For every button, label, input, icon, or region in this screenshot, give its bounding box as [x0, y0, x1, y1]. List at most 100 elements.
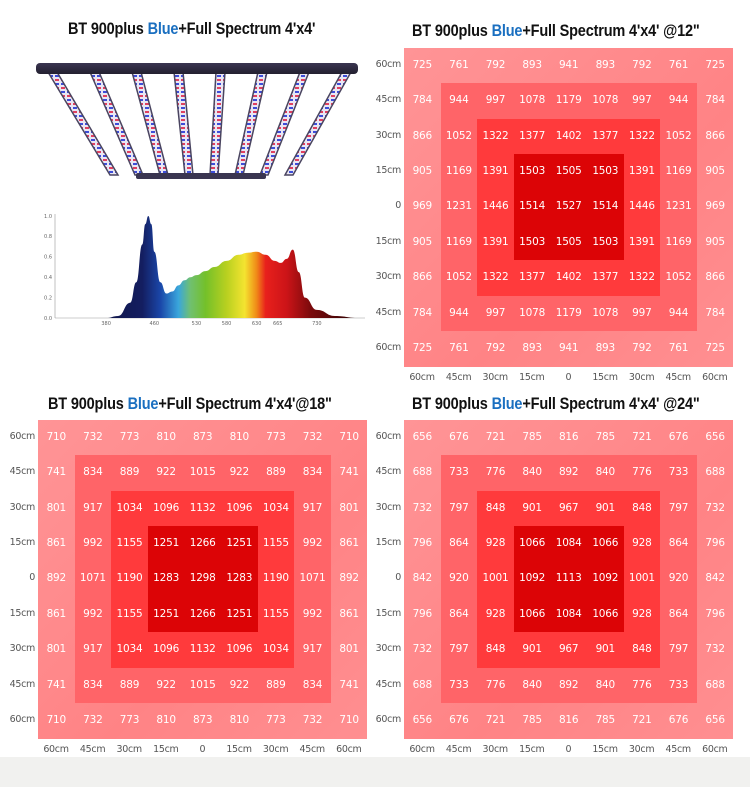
heatmap-cell: 1251 — [226, 607, 253, 620]
heatmap-cell: 1266 — [189, 536, 216, 549]
title-suffix: +Full Spectrum 4'x4' @12" — [522, 22, 700, 40]
heatmap-cell: 892 — [339, 572, 359, 585]
heatmap-cell: 797 — [449, 643, 469, 656]
heatmap-cell: 785 — [522, 430, 542, 443]
heatmap-cell: 917 — [83, 501, 103, 514]
heatmap-cell: 1322 — [482, 271, 509, 284]
heatmap-cell: 893 — [522, 341, 542, 354]
row-label: 45cm — [9, 466, 36, 478]
row-label: 30cm — [375, 643, 402, 655]
heatmap-cell: 761 — [668, 58, 689, 71]
x-tick-label: 665 — [273, 321, 283, 327]
title-suffix: +Full Spectrum 4'x4' @24" — [522, 395, 700, 413]
heatmap-cell: 1322 — [628, 271, 655, 284]
led-bar — [88, 71, 145, 176]
heatmap-cell: 1034 — [116, 643, 143, 656]
heatmap-cell: 1052 — [665, 271, 692, 284]
heatmap-cell: 969 — [412, 200, 433, 213]
fixture-bars — [46, 71, 353, 176]
heatmap-cell: 848 — [632, 501, 652, 514]
heatmap-cell: 1066 — [592, 536, 619, 549]
heatmap-cell: 840 — [522, 466, 542, 479]
heatmap-cell: 796 — [705, 607, 725, 620]
heatmap-cell: 905 — [705, 235, 725, 248]
product-title: BT 900plus Blue+Full Spectrum 4'x4' — [68, 20, 315, 39]
x-tick-label: 630 — [252, 321, 262, 327]
heatmap-cell: 893 — [595, 58, 616, 71]
heatmap-cell: 901 — [522, 643, 542, 656]
heatmap-cell: 656 — [412, 713, 433, 726]
heatmap-cell: 792 — [632, 58, 652, 71]
heatmap-cell: 1514 — [592, 200, 619, 213]
heatmap-cell: 840 — [522, 678, 542, 691]
heatmap-cell: 710 — [339, 430, 359, 443]
heatmap-cell: 944 — [449, 306, 469, 319]
heatmap-cell: 1190 — [116, 572, 143, 585]
led-bar — [46, 71, 120, 176]
heatmap-cell: 732 — [83, 713, 103, 726]
row-label: 60cm — [9, 430, 36, 442]
x-tick-label: 380 — [101, 321, 111, 327]
heatmap-cell: 1084 — [555, 536, 582, 549]
heatmap-cell: 1514 — [519, 200, 546, 213]
heatmap-cell: 1283 — [226, 572, 253, 585]
column-label: 45cm — [665, 371, 692, 383]
heatmap-cell: 1092 — [519, 572, 546, 585]
heatmap-cell: 710 — [46, 430, 67, 443]
heatmap-cell: 784 — [705, 94, 725, 107]
heatmap-cell: 1377 — [519, 129, 546, 142]
led-bar — [234, 71, 268, 176]
heatmap-cell: 834 — [302, 466, 323, 479]
heatmap-cell: 688 — [412, 466, 433, 479]
spectrum-area — [106, 216, 359, 318]
row-label: 15cm — [375, 235, 402, 247]
column-label: 60cm — [43, 743, 69, 755]
heatmap-cell: 861 — [46, 536, 67, 549]
heatmap-cell: 889 — [119, 466, 140, 479]
heatmap-cell: 892 — [558, 678, 579, 691]
heatmap-cell: 761 — [668, 341, 689, 354]
heatmap-cell: 656 — [705, 713, 725, 726]
heatmap-cell: 997 — [485, 94, 506, 107]
column-label: 30cm — [116, 743, 143, 755]
heatmap-cell: 741 — [339, 466, 359, 479]
heatmap-cell: 848 — [485, 643, 506, 656]
heatmap-cell: 1298 — [189, 572, 216, 585]
heatmap-cell: 873 — [192, 430, 213, 443]
heatmap-cell: 893 — [522, 58, 542, 71]
title-highlight: Blue — [491, 22, 523, 40]
heatmap-cell: 901 — [595, 501, 616, 514]
row-label: 30cm — [375, 501, 402, 513]
heatmap-cell: 1446 — [628, 200, 655, 213]
heatmap-cell: 992 — [83, 536, 103, 549]
heatmap-cell: 922 — [156, 678, 176, 691]
heatmap-cell: 776 — [632, 466, 652, 479]
row-label: 45cm — [375, 306, 402, 318]
heatmap-cell: 944 — [668, 306, 689, 319]
heatmap-cell: 840 — [595, 466, 616, 479]
row-label: 60cm — [375, 341, 402, 353]
heatmap-cell: 1283 — [153, 572, 180, 585]
heatmap-cell: 1001 — [482, 572, 509, 585]
heatmap-cell: 920 — [668, 572, 689, 585]
heatmap-cell: 834 — [83, 678, 103, 691]
heatmap-cell: 816 — [558, 713, 579, 726]
heatmap-cell: 761 — [449, 341, 469, 354]
heatmap-cell: 784 — [412, 94, 433, 107]
heatmap-cell: 834 — [302, 678, 323, 691]
heatmap-cell: 922 — [156, 466, 176, 479]
column-label: 30cm — [482, 743, 509, 755]
title-highlight: Blue — [491, 395, 523, 413]
y-tick-label: 0.0 — [44, 316, 52, 322]
heatmap-cell: 810 — [156, 430, 176, 443]
heatmap-cell: 710 — [46, 713, 67, 726]
heatmap-cell: 801 — [46, 501, 67, 514]
heatmap-cell: 801 — [339, 643, 359, 656]
heatmap-cell: 892 — [558, 466, 579, 479]
column-label: 30cm — [482, 371, 509, 383]
heatmap-cell: 861 — [339, 607, 359, 620]
heatmap-cell: 732 — [83, 430, 103, 443]
heatmap-cell: 889 — [266, 678, 286, 691]
row-label: 45cm — [375, 678, 402, 690]
column-label: 30cm — [262, 743, 289, 755]
